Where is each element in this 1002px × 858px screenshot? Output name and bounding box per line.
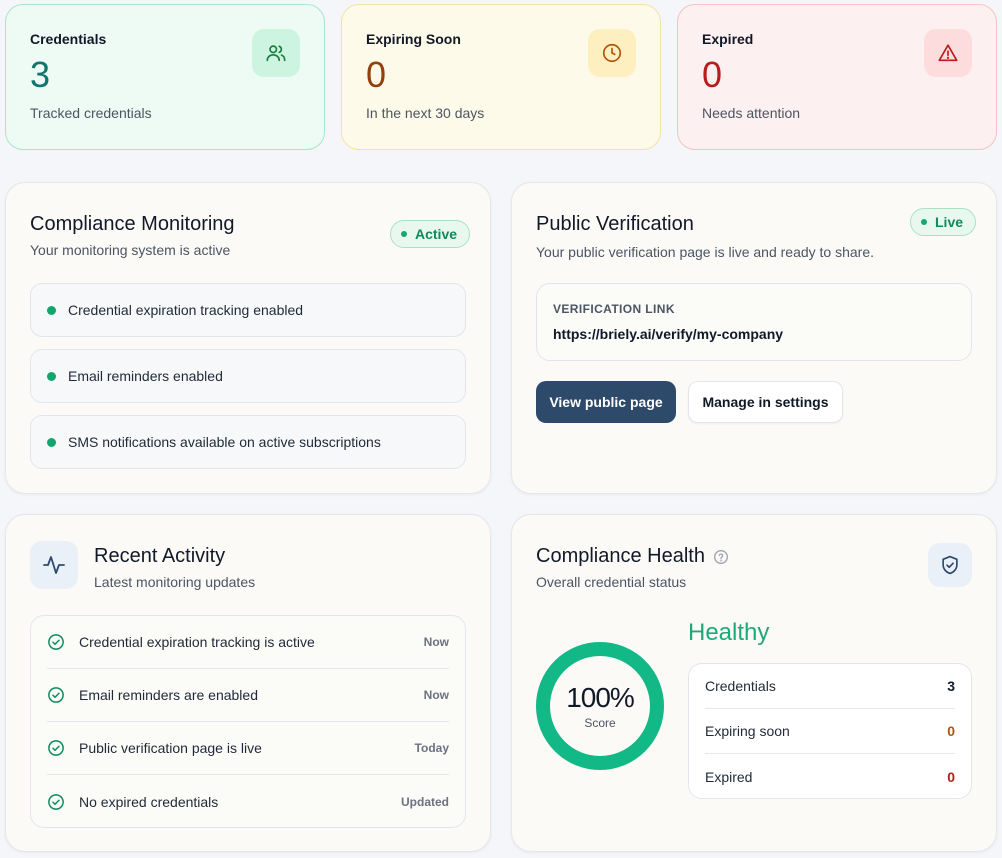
status-dot [401, 231, 407, 237]
check-circle-icon [48, 687, 64, 703]
check-circle-icon [48, 793, 64, 810]
activity-pulse-icon [30, 541, 78, 589]
status-dot [47, 305, 56, 315]
activity-row: No expired credentials Updated [47, 775, 449, 828]
status-badge-label: Live [935, 214, 964, 230]
health-row-value: 0 [947, 723, 955, 739]
check-circle-icon [48, 740, 64, 756]
view-public-page-button[interactable]: View public page [536, 381, 676, 423]
check-circle-icon [48, 634, 64, 650]
panel-title-row: Compliance Health [536, 545, 729, 568]
clock-icon [588, 29, 636, 77]
stat-card-credentials: Credentials 3 Tracked credentials [5, 4, 325, 150]
score-label: Score [584, 716, 616, 730]
panel-title: Compliance Monitoring [30, 213, 235, 235]
status-badge-label: Active [415, 226, 458, 242]
activity-row: Credential expiration tracking is active… [47, 616, 449, 669]
health-row: Expiring soon 0 [705, 709, 955, 754]
panel-title: Public Verification [536, 213, 694, 235]
activity-text: No expired credentials [79, 793, 219, 810]
stat-subtext: Needs attention [702, 105, 801, 121]
activity-time: Updated [401, 794, 449, 809]
monitoring-item: Email reminders enabled [30, 349, 466, 403]
stat-value: 0 [702, 54, 723, 95]
activity-text: Public verification page is live [79, 740, 262, 756]
monitoring-item-label: Email reminders enabled [68, 368, 223, 384]
stat-card-expiring-soon: Expiring Soon 0 In the next 30 days [341, 4, 661, 150]
manage-in-settings-button[interactable]: Manage in settings [688, 381, 843, 423]
health-row-value: 0 [947, 768, 955, 785]
shield-check-icon [928, 543, 972, 587]
health-row-label: Expired [705, 768, 753, 785]
health-row-value: 3 [947, 678, 955, 694]
panel-title: Recent Activity [94, 545, 226, 567]
stat-value: 3 [30, 54, 51, 95]
stat-label: Expiring Soon [366, 31, 461, 47]
activity-row: Email reminders are enabled Now [47, 669, 449, 722]
monitoring-item-label: SMS notifications available on active su… [68, 434, 381, 450]
health-row: Credentials 3 [705, 664, 955, 709]
compliance-health-panel: Compliance Health Overall credential sta… [511, 514, 997, 852]
panel-subtitle: Your monitoring system is active [30, 242, 231, 258]
score-donut-arc [536, 642, 664, 770]
monitoring-item: SMS notifications available on active su… [30, 415, 466, 469]
health-status: Healthy [688, 619, 770, 646]
stat-value: 0 [366, 54, 387, 95]
panel-subtitle: Latest monitoring updates [94, 574, 256, 590]
health-summary-table: Credentials 3 Expiring soon 0 Expired 0 [688, 663, 972, 799]
stat-label: Expired [702, 31, 754, 47]
score-value: 100% [566, 682, 635, 713]
activity-row: Public verification page is live Today [47, 722, 449, 775]
recent-activity-panel: Recent Activity Latest monitoring update… [5, 514, 491, 852]
status-dot [47, 371, 56, 381]
compliance-monitoring-panel: Compliance Monitoring Your monitoring sy… [5, 182, 491, 494]
activity-time: Today [414, 741, 449, 755]
activity-list: Credential expiration tracking is active… [30, 615, 466, 828]
stat-card-expired: Expired 0 Needs attention [677, 4, 997, 150]
score-readout: 100% Score [536, 642, 664, 770]
activity-text: Credential expiration tracking is active [79, 634, 315, 650]
users-icon [252, 29, 300, 77]
status-dot [47, 437, 56, 447]
stat-subtext: Tracked credentials [30, 105, 152, 121]
panel-subtitle: Overall credential status [536, 574, 687, 590]
verification-link-box: VERIFICATION LINK https://briely.ai/veri… [536, 283, 972, 361]
activity-text: Email reminders are enabled [79, 687, 258, 703]
verification-link-url[interactable]: https://briely.ai/verify/my-company [553, 326, 784, 342]
status-badge: Live [910, 208, 977, 236]
score-donut [536, 642, 664, 770]
health-row: Expired 0 [705, 754, 955, 799]
panel-title: Compliance Health [536, 545, 705, 567]
health-row-label: Expiring soon [705, 723, 790, 739]
status-dot [921, 219, 927, 225]
status-badge: Active [390, 220, 471, 248]
panel-subtitle: Your public verification page is live an… [536, 244, 875, 260]
verification-link-caption: VERIFICATION LINK [553, 302, 675, 316]
help-circle-icon[interactable] [713, 549, 729, 565]
activity-time: Now [423, 688, 449, 702]
monitoring-item: Credential expiration tracking enabled [30, 283, 466, 337]
stat-label: Credentials [30, 31, 107, 47]
monitoring-item-label: Credential expiration tracking enabled [68, 302, 304, 318]
public-verification-panel: Public Verification Your public verifica… [511, 182, 997, 494]
activity-time: Now [423, 635, 449, 649]
health-row-label: Credentials [705, 678, 776, 694]
alert-triangle-icon [924, 29, 972, 77]
stat-subtext: In the next 30 days [366, 105, 485, 121]
